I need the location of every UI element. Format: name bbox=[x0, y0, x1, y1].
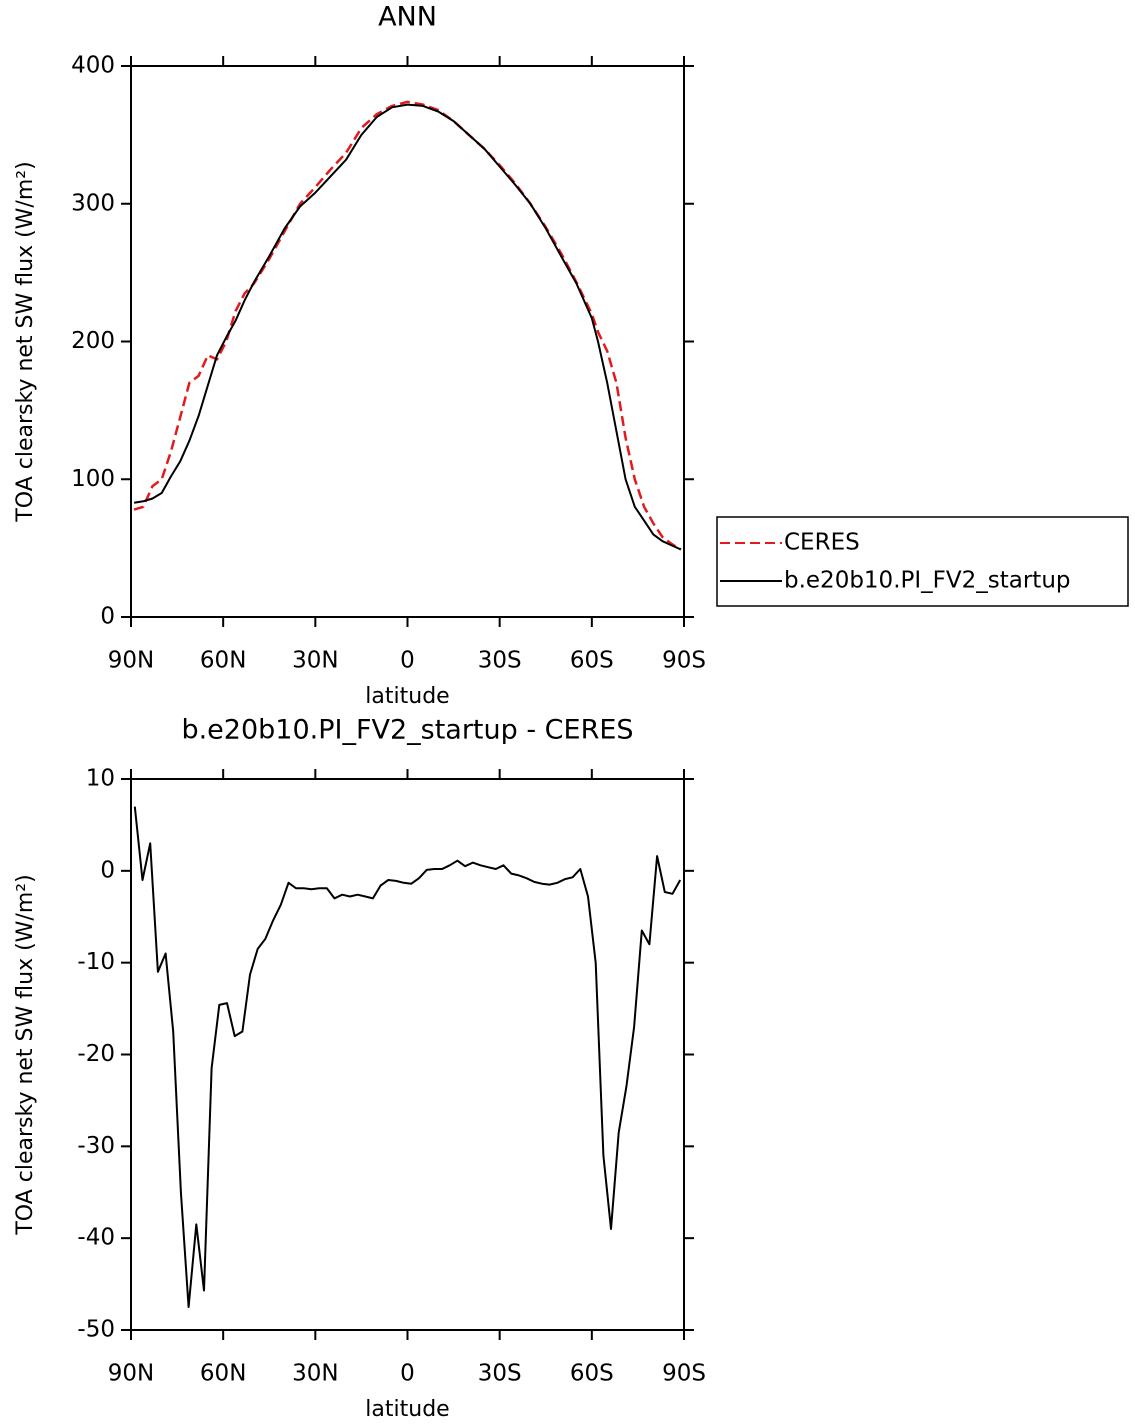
x-tick-label: 30N bbox=[292, 648, 338, 674]
x-tick-label: 0 bbox=[400, 648, 415, 674]
y-axis-label: TOA clearsky net SW flux (W/m²) bbox=[13, 874, 38, 1235]
x-axis-label: latitude bbox=[365, 684, 449, 709]
legend-label: b.e20b10.PI_FV2_startup bbox=[784, 568, 1071, 594]
legend-label: CERES bbox=[784, 530, 860, 556]
x-tick-label: 90N bbox=[108, 1361, 154, 1387]
x-tick-label: 60S bbox=[570, 1361, 614, 1387]
y-tick-label: -50 bbox=[77, 1317, 115, 1343]
plot-frame bbox=[130, 65, 685, 618]
y-tick-label: -30 bbox=[77, 1133, 115, 1159]
line-series bbox=[133, 103, 682, 551]
line-series bbox=[133, 100, 682, 551]
x-tick-label: 30N bbox=[292, 1361, 338, 1387]
x-tick-label: 60N bbox=[200, 648, 246, 674]
chart-title: ANN bbox=[378, 2, 437, 33]
y-tick-label: -20 bbox=[77, 1041, 115, 1067]
y-tick-label: 10 bbox=[86, 766, 115, 792]
x-tick-label: 30S bbox=[478, 1361, 522, 1387]
x-tick-label: 90S bbox=[662, 1361, 706, 1387]
x-tick-label: 90S bbox=[662, 648, 706, 674]
y-tick-label: 200 bbox=[71, 328, 115, 354]
y-tick-label: 400 bbox=[71, 53, 115, 79]
legend-box bbox=[716, 516, 1129, 607]
x-tick-label: 0 bbox=[400, 1361, 415, 1387]
x-tick-label: 60S bbox=[570, 648, 614, 674]
y-tick-label: -40 bbox=[77, 1225, 115, 1251]
y-tick-label: 0 bbox=[100, 604, 115, 630]
x-tick-label: 60N bbox=[200, 1361, 246, 1387]
x-tick-label: 90N bbox=[108, 648, 154, 674]
y-tick-label: 0 bbox=[100, 857, 115, 883]
line-series bbox=[133, 806, 682, 1308]
y-tick-label: 300 bbox=[71, 190, 115, 216]
chart-title: b.e20b10.PI_FV2_startup - CERES bbox=[181, 715, 633, 746]
y-tick-label: 100 bbox=[71, 466, 115, 492]
y-tick-label: -10 bbox=[77, 949, 115, 975]
x-axis-label: latitude bbox=[365, 1397, 449, 1422]
x-tick-label: 30S bbox=[478, 648, 522, 674]
y-axis-label: TOA clearsky net SW flux (W/m²) bbox=[13, 161, 38, 522]
